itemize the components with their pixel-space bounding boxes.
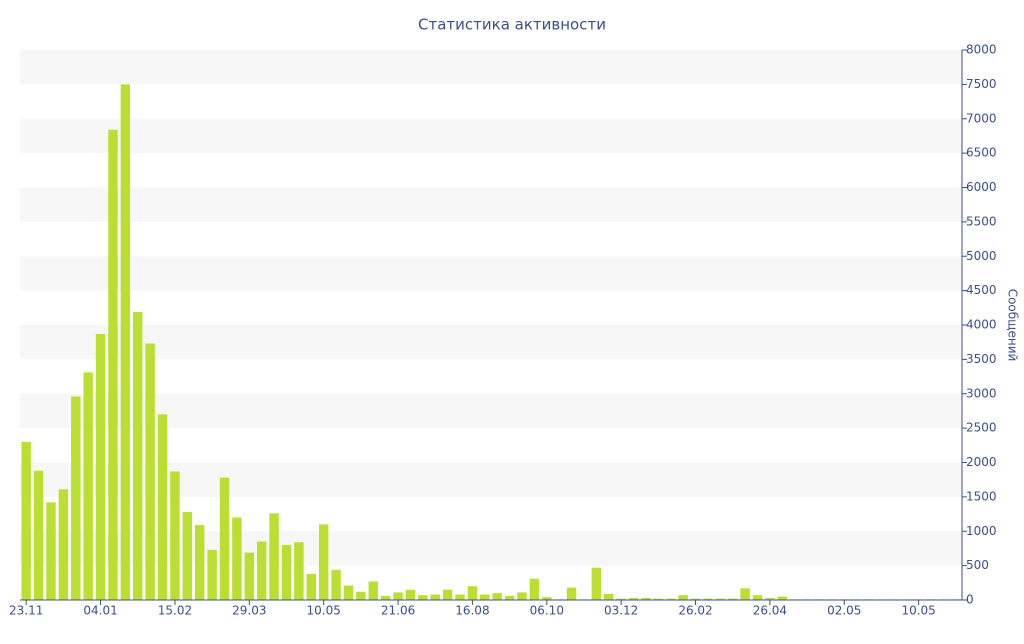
x-tick-label: 15.02 (158, 604, 192, 618)
bar (604, 593, 614, 600)
bar (46, 502, 56, 600)
grid-band (20, 325, 962, 360)
bar (306, 573, 316, 600)
y-tick-label: 1500 (966, 489, 997, 503)
bar (195, 525, 205, 600)
bar (380, 595, 391, 600)
bar (182, 512, 193, 600)
y-tick-label: 7500 (966, 77, 997, 91)
bar (777, 596, 787, 600)
bar (517, 592, 527, 600)
x-tick-label: 21.06 (381, 604, 415, 618)
bar (95, 333, 106, 600)
bar (752, 595, 763, 600)
x-tick-label: 03.12 (604, 604, 638, 618)
bar (418, 595, 428, 600)
grid-band (20, 187, 962, 222)
bar (492, 593, 502, 600)
y-tick-label: 5000 (966, 249, 997, 263)
y-tick-label: 8000 (966, 43, 997, 57)
bar (467, 586, 478, 600)
y-tick-label: 7000 (966, 111, 997, 125)
bar (368, 581, 378, 600)
bar (727, 598, 738, 600)
y-tick-label: 6500 (966, 146, 997, 160)
bar (628, 597, 639, 600)
bar (740, 588, 750, 600)
x-tick-label: 04.01 (83, 604, 117, 618)
bar (281, 545, 292, 600)
x-tick-label: 10.05 (306, 604, 340, 618)
x-tick-label: 23.11 (9, 604, 43, 618)
grid-band (20, 393, 962, 429)
bar (430, 594, 440, 600)
y-tick-label: 3000 (966, 386, 997, 400)
bar (331, 569, 341, 600)
grid-band (20, 118, 962, 154)
bar (219, 477, 230, 600)
bar (405, 589, 416, 600)
y-tick-label: 6000 (966, 180, 997, 194)
y-tick-label: 4000 (966, 318, 997, 332)
bar (591, 567, 602, 600)
bar (120, 84, 131, 600)
y-tick-label: 2000 (966, 455, 997, 469)
bar (343, 585, 354, 600)
bar (703, 598, 713, 600)
x-tick-label: 29.03 (232, 604, 266, 618)
bar (529, 578, 540, 600)
bar (318, 524, 329, 600)
bar (678, 595, 688, 600)
bar (256, 541, 267, 600)
bar (455, 594, 465, 600)
bar (504, 595, 515, 600)
bar (356, 591, 366, 600)
bar (145, 343, 155, 600)
y-tick-label: 0 (966, 593, 974, 607)
grid-band (20, 256, 962, 291)
bar (393, 592, 403, 600)
x-tick-label: 26.04 (753, 604, 787, 618)
bar (442, 589, 453, 600)
bar (666, 598, 676, 600)
bar (765, 597, 775, 600)
bar (157, 414, 168, 600)
bar (83, 372, 93, 600)
x-tick-label: 06.10 (530, 604, 564, 618)
x-tick-label: 02.05 (827, 604, 861, 618)
x-tick-label: 16.08 (455, 604, 489, 618)
x-tick-label: 10.05 (901, 604, 935, 618)
bar (269, 513, 279, 600)
bar (244, 552, 255, 600)
grid-band (20, 50, 962, 85)
bar (480, 594, 490, 600)
y-tick-label: 5500 (966, 214, 997, 228)
y-tick-label: 3500 (966, 352, 997, 366)
bar (690, 598, 701, 600)
bar (232, 517, 242, 600)
bar (33, 470, 44, 600)
y-tick-label: 4500 (966, 283, 997, 297)
bar (207, 549, 217, 600)
bar (21, 441, 31, 600)
bar (653, 598, 664, 600)
chart-title: Статистика активности (418, 16, 606, 34)
y-tick-label: 2500 (966, 421, 997, 435)
bar (170, 471, 180, 600)
y-tick-label: 500 (966, 558, 989, 572)
bar (133, 311, 143, 600)
y-axis-label: Сообщений (1006, 289, 1020, 362)
y-tick-label: 1000 (966, 524, 997, 538)
bar (641, 597, 651, 600)
x-tick-label: 26.02 (678, 604, 712, 618)
bar (71, 396, 81, 600)
bar (58, 489, 69, 600)
bar (294, 542, 304, 600)
bar (715, 598, 726, 600)
bar (108, 129, 118, 600)
bar (566, 587, 577, 600)
bar (616, 598, 626, 600)
bar (542, 597, 552, 600)
